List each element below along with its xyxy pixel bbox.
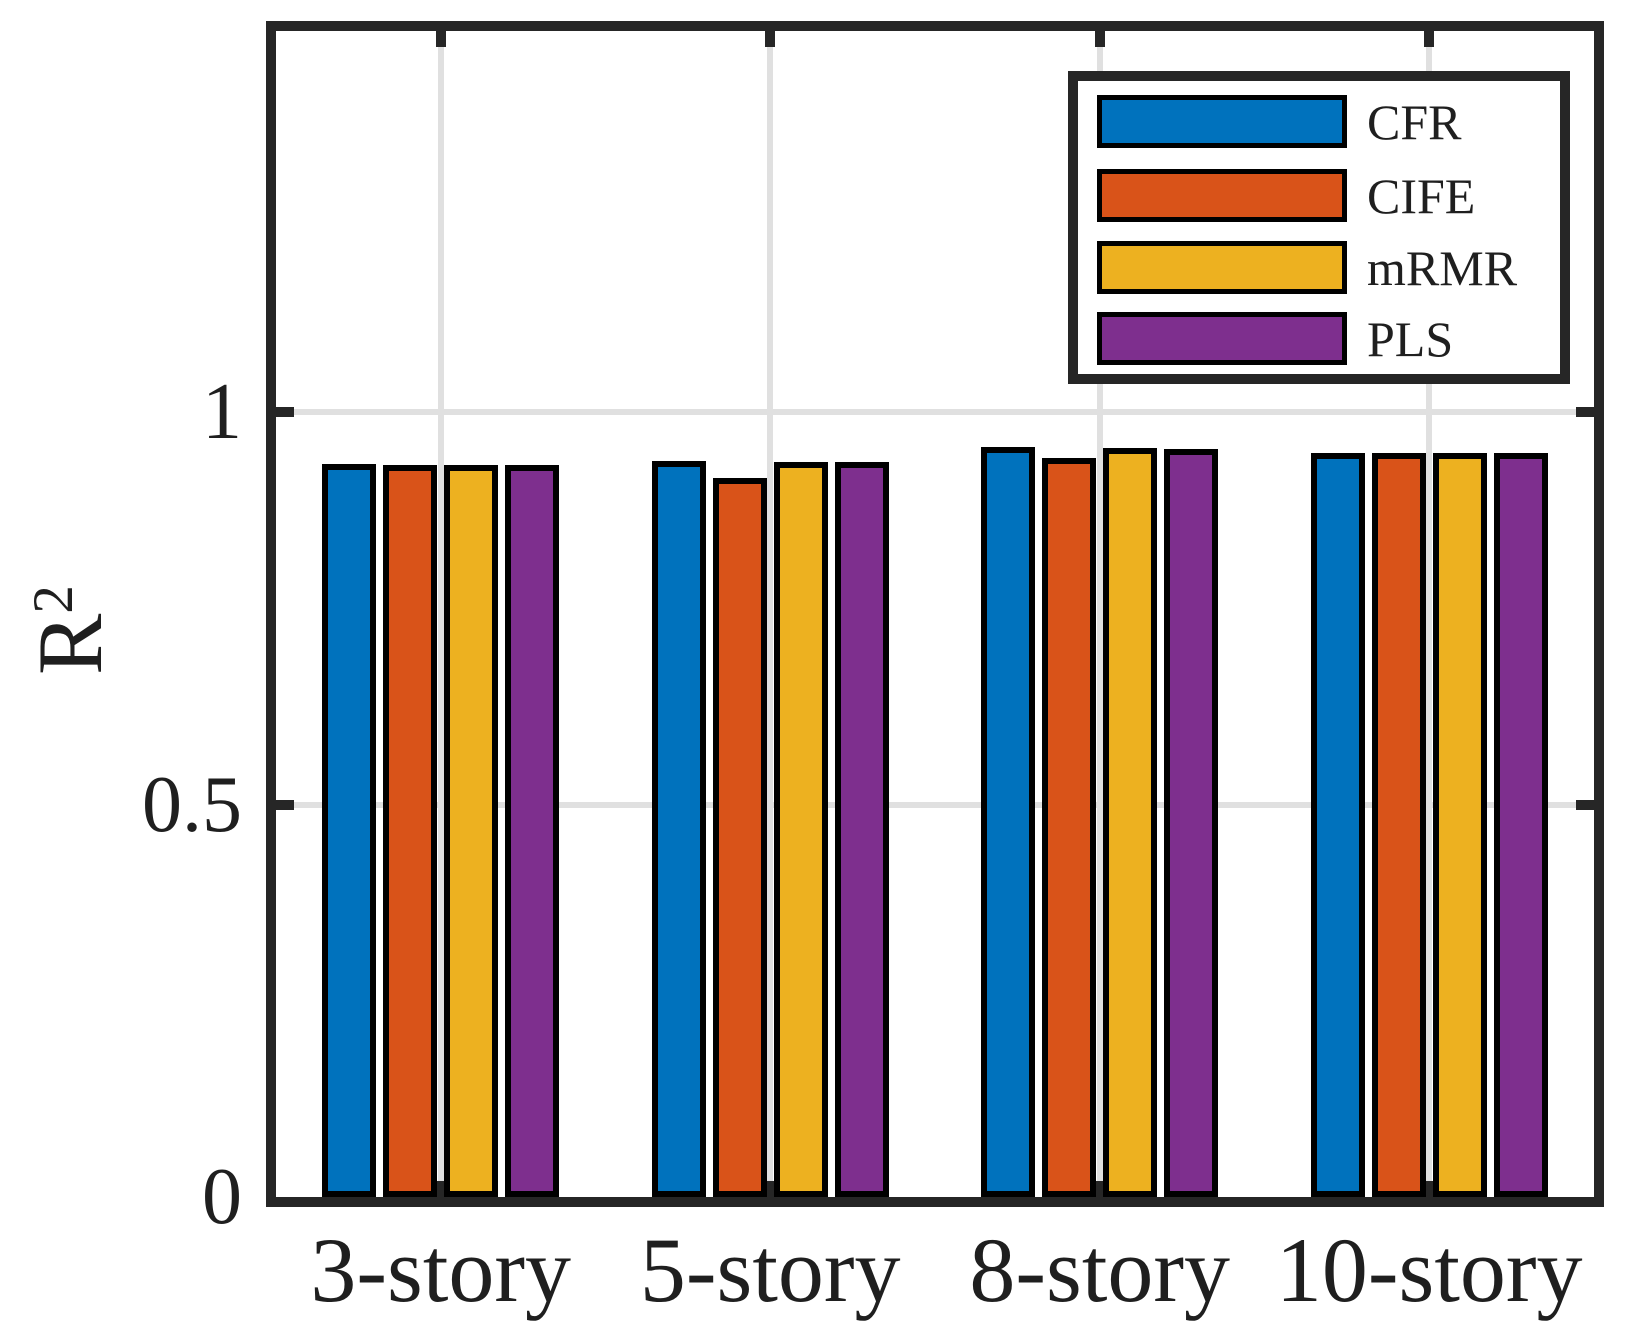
bar-cfr-8-story <box>981 446 1036 1197</box>
gridline-vertical-5-story <box>767 31 774 1197</box>
gridline-horizontal-1 <box>276 409 1594 415</box>
x-tick-top-10-story <box>1424 31 1435 47</box>
bar-cife-8-story <box>1042 458 1097 1197</box>
x-tick-top-5-story <box>765 31 776 47</box>
y-axis-label: R2 <box>8 585 121 675</box>
x-tick-bottom-10-story <box>1424 1181 1435 1197</box>
bar-cfr-5-story <box>651 461 706 1197</box>
bar-cife-5-story <box>712 477 767 1197</box>
bar-cife-3-story <box>383 464 438 1197</box>
legend-entry-pls: PLS <box>1097 310 1552 367</box>
x-tick-bottom-5-story <box>765 1181 776 1197</box>
bar-cfr-3-story <box>322 463 377 1197</box>
x-tick-label-8-story: 8-story <box>969 1219 1231 1321</box>
y-tick-label-0.5: 0.5 <box>142 760 242 849</box>
y-tick-right-0.5 <box>1576 799 1594 810</box>
bar-mrmr-5-story <box>773 462 828 1197</box>
bar-mrmr-10-story <box>1432 452 1487 1197</box>
x-tick-label-10-story: 10-story <box>1275 1219 1583 1321</box>
legend-entry-cfr: CFR <box>1097 93 1552 150</box>
legend-swatch-cfr <box>1097 95 1347 148</box>
bar-mrmr-8-story <box>1103 448 1158 1197</box>
bar-pls-8-story <box>1164 448 1219 1197</box>
y-axis-label-base: R <box>18 613 121 675</box>
y-tick-label-1: 1 <box>202 368 242 456</box>
y-tick-left-1 <box>276 407 294 417</box>
gridline-vertical-3-story <box>437 31 444 1197</box>
gridline-vertical-8-story <box>1096 31 1103 1197</box>
y-axis-label-superscript: 2 <box>22 585 86 614</box>
y-tick-right-1 <box>1576 407 1594 417</box>
legend-swatch-mrmr <box>1097 241 1347 294</box>
x-tick-bottom-8-story <box>1094 1181 1105 1197</box>
bar-pls-5-story <box>834 462 889 1197</box>
legend-swatch-cife <box>1097 169 1347 222</box>
x-tick-top-8-story <box>1094 31 1105 47</box>
legend-entry-cife: CIFE <box>1097 167 1552 224</box>
legend-label-cife: CIFE <box>1367 167 1476 224</box>
bar-cfr-10-story <box>1310 452 1365 1197</box>
legend-entry-mrmr: mRMR <box>1097 239 1552 296</box>
legend: CFR CIFE mRMR PLS <box>1068 71 1570 384</box>
x-tick-bottom-3-story <box>435 1181 446 1197</box>
x-tick-label-5-story: 5-story <box>639 1219 901 1321</box>
legend-label-mrmr: mRMR <box>1367 239 1518 296</box>
x-tick-label-3-story: 3-story <box>310 1219 572 1321</box>
legend-label-pls: PLS <box>1367 310 1454 367</box>
y-tick-label-0: 0 <box>202 1153 242 1241</box>
bar-pls-10-story <box>1493 452 1548 1197</box>
bar-mrmr-3-story <box>444 464 499 1197</box>
x-tick-top-3-story <box>435 31 446 47</box>
legend-label-cfr: CFR <box>1367 93 1462 150</box>
legend-swatch-pls <box>1097 312 1347 365</box>
bar-pls-3-story <box>505 464 560 1197</box>
bar-cife-10-story <box>1371 452 1426 1197</box>
y-tick-left-0.5 <box>276 799 294 810</box>
gridline-vertical-10-story <box>1426 31 1433 1197</box>
gridline-horizontal-0.5 <box>276 801 1594 808</box>
